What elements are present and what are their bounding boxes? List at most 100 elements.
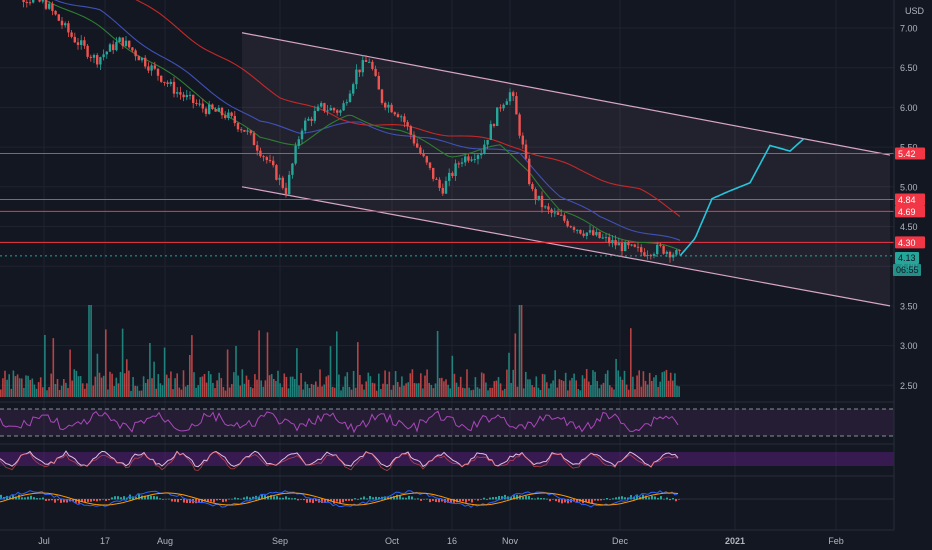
macd-hist-219	[657, 497, 659, 500]
macd-hist-54	[162, 499, 164, 500]
macd-hist-117	[351, 499, 353, 501]
volume-bar-179	[375, 390, 378, 397]
volume-bar-95	[199, 377, 202, 397]
candle-body-136	[435, 178, 438, 180]
macd-hist-20	[60, 499, 62, 503]
volume-bar-111	[233, 372, 235, 397]
candle-body-155	[496, 107, 499, 126]
candle-body-79	[252, 133, 256, 146]
volume-bar-263	[552, 380, 554, 397]
volume-bar-60	[126, 359, 128, 397]
volume-bar-220	[462, 387, 464, 397]
volume-bar-246	[516, 386, 519, 397]
macd-hist-48	[144, 495, 146, 500]
macd-hist-180	[540, 497, 542, 500]
macd-hist-183	[549, 499, 551, 502]
macd-hist-76	[228, 498, 230, 500]
macd-hist-124	[372, 497, 374, 500]
candle-body-36	[115, 41, 118, 51]
macd-hist-220	[660, 496, 662, 500]
candle-body-84	[268, 160, 272, 162]
volume-bar-174	[365, 381, 367, 397]
candle-body-169	[540, 195, 544, 208]
macd-hist-25	[75, 499, 77, 503]
volume-bar-188	[394, 371, 397, 397]
candle-body-160	[512, 92, 515, 97]
macd-hist-45	[135, 496, 137, 500]
volume-bar-55	[115, 377, 118, 397]
volume-bar-13	[27, 375, 29, 397]
candle-body-63	[201, 103, 204, 109]
volume-bar-8	[16, 374, 19, 397]
volume-bar-50	[105, 329, 107, 397]
resistance-tag-2	[895, 205, 925, 218]
macd-hist-5	[15, 496, 17, 500]
volume-bar-248	[520, 305, 523, 397]
macd-hist-107	[321, 499, 323, 503]
candle-body-109	[348, 93, 352, 103]
volume-bar-181	[380, 389, 382, 397]
channel-upper-line	[241, 32, 891, 156]
macd-hist-217	[651, 495, 653, 500]
candle-body-27	[86, 45, 89, 57]
projection-curve	[679, 137, 805, 257]
volume-bar-192	[403, 385, 405, 397]
last-price-tag[interactable]: 4.13 06:55	[893, 252, 921, 276]
macd-hist-160	[480, 499, 482, 500]
candle-body-110	[352, 84, 355, 94]
candle-body-77	[246, 130, 249, 132]
volume-bar-11	[23, 387, 25, 397]
volume-bar-274	[575, 380, 577, 397]
candle-body-45	[144, 57, 147, 67]
candle-body-176	[563, 215, 566, 221]
volume-bar-25	[52, 338, 55, 397]
macd-hist-128	[384, 496, 386, 500]
volume-bar-223	[468, 387, 470, 397]
candle-body-55	[176, 92, 179, 94]
volume-bar-114	[239, 385, 241, 397]
volume-bar-237	[497, 377, 500, 397]
volume-bar-304	[638, 370, 640, 397]
volume-bar-207	[434, 383, 437, 397]
volume-bar-117	[245, 375, 248, 397]
volume-bar-89	[186, 384, 189, 397]
volume-bar-269	[564, 372, 567, 397]
candle-body-178	[569, 226, 572, 228]
candle-body-91	[291, 163, 294, 175]
volume-bar-139	[291, 376, 294, 397]
macd-hist-188	[564, 499, 566, 503]
candle-body-13	[41, 0, 44, 2]
volume-bar-280	[588, 381, 590, 397]
volume-bar-184	[386, 384, 388, 397]
rsi-line	[0, 410, 679, 434]
candle-body-20	[64, 23, 67, 26]
volume-bar-302	[634, 389, 636, 397]
candle-body-75	[240, 129, 243, 131]
volume-bar-297	[623, 370, 626, 397]
volume-bar-257	[539, 389, 542, 397]
macd-hist-32	[96, 499, 98, 502]
candle-body-137	[438, 179, 441, 188]
volume-bar-121	[254, 374, 256, 397]
volume-bar-307	[644, 380, 647, 397]
candle-body-38	[121, 37, 124, 47]
candle-body-166	[531, 184, 534, 190]
volume-bar-97	[203, 373, 206, 397]
candle-body-17	[54, 10, 57, 15]
macd-hist-221	[663, 498, 665, 500]
candle-body-60	[192, 94, 195, 103]
macd-hist-14	[42, 497, 44, 500]
candle-body-57	[182, 94, 185, 98]
volume-bar-164	[344, 376, 346, 397]
volume-bar-69	[144, 382, 147, 397]
last-price-label: 4.13	[898, 253, 916, 263]
candle-body-135	[432, 167, 435, 179]
volume-bar-281	[590, 385, 592, 397]
volume-bar-227	[476, 387, 479, 397]
candle-body-132	[422, 153, 425, 157]
macd-hist-184	[552, 499, 554, 500]
macd-hist-192	[576, 499, 578, 503]
volume-bar-2	[4, 370, 6, 397]
candle-body-10	[32, 0, 35, 3]
